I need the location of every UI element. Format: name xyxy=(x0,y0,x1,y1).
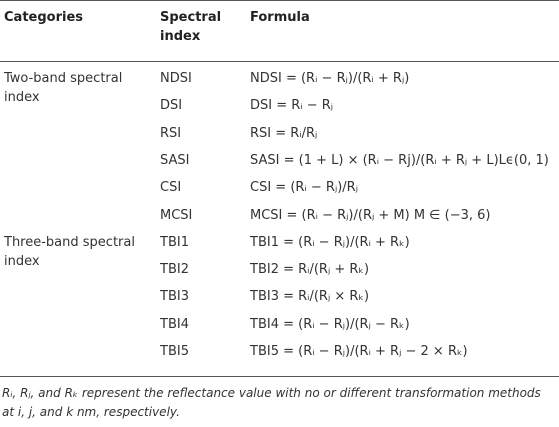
category: Two-band spectral index xyxy=(4,71,123,105)
spectral-index: CSI xyxy=(160,180,182,196)
spectral-index: DSI xyxy=(160,98,183,114)
formula: TBI2 = Rᵢ/(Rⱼ + Rₖ) xyxy=(250,262,370,278)
header-cell: Categories xyxy=(4,10,84,25)
spectral-index: SASI xyxy=(160,152,190,168)
footnote: Rᵢ, Rⱼ, and Rₖ represent the reflectance… xyxy=(2,386,541,419)
spectral-index: TBI5 xyxy=(160,344,189,359)
formula: NDSI = (Rᵢ − Rⱼ)/(Rᵢ + Rⱼ) xyxy=(250,71,410,86)
formula: MCSI = (Rᵢ − Rⱼ)/(Rⱼ + M) M ∈ (−3, 6) xyxy=(250,207,491,223)
formula: CSI = (Rᵢ − Rⱼ)/Rⱼ xyxy=(250,180,358,196)
formula: TBI5 = (Rᵢ − Rⱼ)/(Rᵢ + Rⱼ − 2 × Rₖ) xyxy=(250,344,468,359)
spectral-index: TBI3 xyxy=(160,289,189,305)
bottom-rule xyxy=(0,376,559,377)
header-rule xyxy=(0,61,559,62)
spectral-index: TBI4 xyxy=(160,316,189,332)
header-cell: Spectral index xyxy=(160,10,222,44)
formula: TBI4 = (Rᵢ − Rⱼ)/(Rⱼ − Rₖ) xyxy=(250,316,410,332)
formula: TBI1 = (Rᵢ − Rⱼ)/(Rᵢ + Rₖ) xyxy=(250,234,410,250)
header-cell: Formula xyxy=(250,10,310,25)
spectral-index: TBI2 xyxy=(160,262,189,278)
top-rule xyxy=(0,0,559,1)
formula: TBI3 = Rᵢ/(Rⱼ × Rₖ) xyxy=(250,289,370,305)
formula: DSI = Rᵢ − Rⱼ xyxy=(250,98,334,114)
spectral-index: MCSI xyxy=(160,207,193,223)
formula: RSI = Rᵢ/Rⱼ xyxy=(250,125,318,141)
formula: SASI = (1 + L) × (Rᵢ − Rj)/(Rᵢ + Rⱼ + L)… xyxy=(250,152,549,168)
spectral-index: TBI1 xyxy=(160,234,189,250)
spectral-index: NDSI xyxy=(160,71,192,86)
category: Three-band spectral index xyxy=(4,234,135,269)
spectral-index: RSI xyxy=(160,125,182,141)
